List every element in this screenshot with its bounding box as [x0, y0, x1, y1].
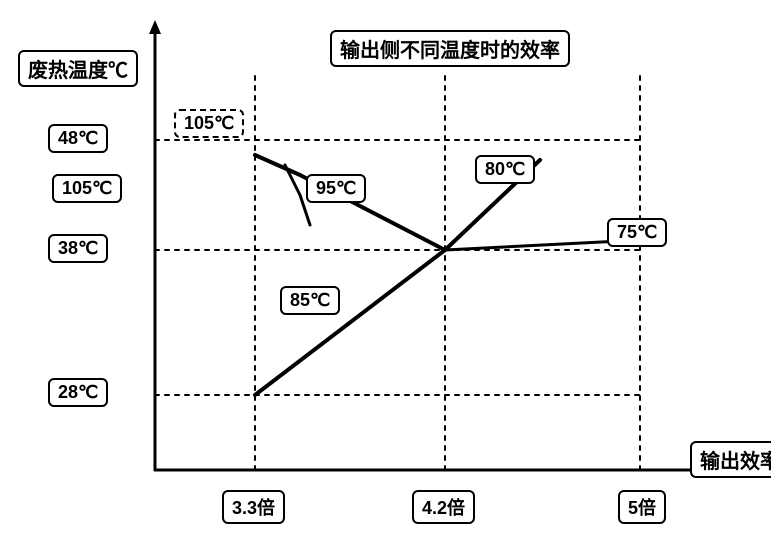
ytick-38: 38℃ — [48, 234, 108, 263]
chart-container: { "chart": { "type": "line", "background… — [0, 0, 771, 539]
x-axis-label-box: 输出效率 — [690, 441, 771, 478]
y-axis-label: 废热温度℃ — [18, 50, 138, 87]
label-105C: 105℃ — [52, 174, 122, 203]
label-95C: 95℃ — [306, 174, 366, 203]
label-85C: 85℃ — [280, 286, 340, 315]
label-75C: 75℃ — [607, 218, 667, 247]
label-105C-dashed: 105℃ — [174, 109, 244, 138]
xtick-5: 5倍 — [618, 490, 666, 524]
xtick-33: 3.3倍 — [222, 490, 285, 524]
label-80C: 80℃ — [475, 155, 535, 184]
chart-title: 输出侧不同温度时的效率 — [330, 30, 570, 67]
axes — [149, 20, 710, 476]
ytick-28: 28℃ — [48, 378, 108, 407]
xtick-42: 4.2倍 — [412, 490, 475, 524]
ytick-48: 48℃ — [48, 124, 108, 153]
